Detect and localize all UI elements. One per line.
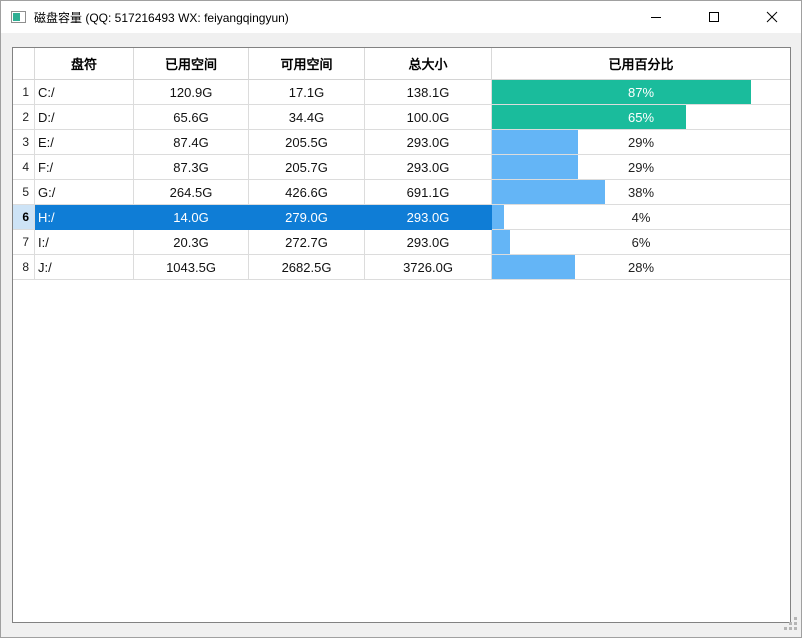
percent-label: 38% bbox=[627, 184, 655, 200]
cell-drive[interactable]: J:/ bbox=[35, 255, 134, 280]
cell-percent[interactable]: 28% bbox=[492, 255, 790, 280]
cell-drive[interactable]: I:/ bbox=[35, 230, 134, 255]
percent-label: 6% bbox=[631, 234, 651, 250]
cell-total[interactable]: 100.0G bbox=[365, 105, 492, 130]
window-title: 磁盘容量 (QQ: 517216493 WX: feiyangqingyun) bbox=[34, 10, 289, 25]
cell-drive[interactable]: H:/ bbox=[35, 205, 134, 230]
cell-used[interactable]: 1043.5G bbox=[134, 255, 249, 280]
cell-drive[interactable]: D:/ bbox=[35, 105, 134, 130]
table-row[interactable]: 5 G:/ 264.5G 426.6G 691.1G 38% bbox=[13, 180, 790, 205]
cell-percent[interactable]: 87% bbox=[492, 80, 790, 105]
cell-percent[interactable]: 29% bbox=[492, 130, 790, 155]
table-body: 1 C:/ 120.9G 17.1G 138.1G 87% 2 D:/ 65.6… bbox=[13, 80, 790, 280]
cell-total[interactable]: 293.0G bbox=[365, 230, 492, 255]
minimize-button[interactable] bbox=[627, 1, 685, 33]
cell-drive[interactable]: C:/ bbox=[35, 80, 134, 105]
cell-total[interactable]: 293.0G bbox=[365, 205, 492, 230]
percent-bar bbox=[492, 155, 579, 179]
table-header: 盘符 已用空间 可用空间 总大小 已用百分比 bbox=[13, 48, 790, 80]
cell-free[interactable]: 34.4G bbox=[249, 105, 365, 130]
cell-used[interactable]: 65.6G bbox=[134, 105, 249, 130]
cell-total[interactable]: 293.0G bbox=[365, 155, 492, 180]
table-row[interactable]: 6 H:/ 14.0G 279.0G 293.0G 4% bbox=[13, 205, 790, 230]
col-header-total[interactable]: 总大小 bbox=[365, 48, 492, 80]
cell-drive[interactable]: F:/ bbox=[35, 155, 134, 180]
table-row[interactable]: 7 I:/ 20.3G 272.7G 293.0G 6% bbox=[13, 230, 790, 255]
client-area: 盘符 已用空间 可用空间 总大小 已用百分比 1 C:/ 120.9G 17.1… bbox=[1, 33, 801, 637]
row-number: 2 bbox=[13, 105, 35, 130]
percent-label: 87% bbox=[627, 84, 655, 100]
window-controls bbox=[627, 1, 801, 33]
maximize-button[interactable] bbox=[685, 1, 743, 33]
cell-percent[interactable]: 38% bbox=[492, 180, 790, 205]
row-number-header bbox=[13, 48, 35, 80]
size-grip[interactable] bbox=[789, 622, 792, 625]
cell-percent[interactable]: 4% bbox=[492, 205, 790, 230]
cell-used[interactable]: 20.3G bbox=[134, 230, 249, 255]
col-header-drive[interactable]: 盘符 bbox=[35, 48, 134, 80]
percent-label: 29% bbox=[627, 159, 655, 175]
cell-free[interactable]: 426.6G bbox=[249, 180, 365, 205]
row-number: 7 bbox=[13, 230, 35, 255]
percent-label: 28% bbox=[627, 259, 655, 275]
disk-table: 盘符 已用空间 可用空间 总大小 已用百分比 1 C:/ 120.9G 17.1… bbox=[12, 47, 791, 623]
close-button[interactable] bbox=[743, 1, 801, 33]
cell-free[interactable]: 2682.5G bbox=[249, 255, 365, 280]
cell-used[interactable]: 87.3G bbox=[134, 155, 249, 180]
close-icon bbox=[766, 11, 778, 23]
table-row[interactable]: 2 D:/ 65.6G 34.4G 100.0G 65% bbox=[13, 105, 790, 130]
row-number: 3 bbox=[13, 130, 35, 155]
cell-used[interactable]: 120.9G bbox=[134, 80, 249, 105]
cell-free[interactable]: 205.5G bbox=[249, 130, 365, 155]
cell-percent[interactable]: 65% bbox=[492, 105, 790, 130]
table-row[interactable]: 4 F:/ 87.3G 205.7G 293.0G 29% bbox=[13, 155, 790, 180]
cell-drive[interactable]: G:/ bbox=[35, 180, 134, 205]
cell-drive[interactable]: E:/ bbox=[35, 130, 134, 155]
percent-label: 4% bbox=[631, 209, 651, 225]
col-header-percent[interactable]: 已用百分比 bbox=[492, 48, 790, 80]
table-row[interactable]: 8 J:/ 1043.5G 2682.5G 3726.0G 28% bbox=[13, 255, 790, 280]
minimize-icon bbox=[651, 17, 661, 18]
percent-label: 65% bbox=[627, 109, 655, 125]
percent-label: 29% bbox=[627, 134, 655, 150]
row-number: 5 bbox=[13, 180, 35, 205]
cell-used[interactable]: 14.0G bbox=[134, 205, 249, 230]
maximize-icon bbox=[709, 12, 719, 22]
table-row[interactable]: 3 E:/ 87.4G 205.5G 293.0G 29% bbox=[13, 130, 790, 155]
cell-used[interactable]: 87.4G bbox=[134, 130, 249, 155]
col-header-free[interactable]: 可用空间 bbox=[249, 48, 365, 80]
cell-free[interactable]: 272.7G bbox=[249, 230, 365, 255]
titlebar[interactable]: 磁盘容量 (QQ: 517216493 WX: feiyangqingyun) bbox=[1, 1, 801, 33]
percent-bar bbox=[492, 130, 579, 154]
percent-bar bbox=[492, 230, 510, 254]
cell-free[interactable]: 205.7G bbox=[249, 155, 365, 180]
row-number: 8 bbox=[13, 255, 35, 280]
row-number: 4 bbox=[13, 155, 35, 180]
cell-total[interactable]: 3726.0G bbox=[365, 255, 492, 280]
cell-free[interactable]: 17.1G bbox=[249, 80, 365, 105]
percent-bar bbox=[492, 205, 504, 229]
row-number: 6 bbox=[13, 205, 35, 230]
app-icon bbox=[11, 11, 26, 23]
percent-bar bbox=[492, 80, 752, 104]
col-header-used[interactable]: 已用空间 bbox=[134, 48, 249, 80]
cell-total[interactable]: 293.0G bbox=[365, 130, 492, 155]
cell-free[interactable]: 279.0G bbox=[249, 205, 365, 230]
percent-bar bbox=[492, 180, 606, 204]
cell-used[interactable]: 264.5G bbox=[134, 180, 249, 205]
cell-total[interactable]: 138.1G bbox=[365, 80, 492, 105]
row-number: 1 bbox=[13, 80, 35, 105]
percent-bar bbox=[492, 105, 686, 129]
cell-percent[interactable]: 29% bbox=[492, 155, 790, 180]
cell-percent[interactable]: 6% bbox=[492, 230, 790, 255]
cell-total[interactable]: 691.1G bbox=[365, 180, 492, 205]
table-row[interactable]: 1 C:/ 120.9G 17.1G 138.1G 87% bbox=[13, 80, 790, 105]
percent-bar bbox=[492, 255, 576, 279]
